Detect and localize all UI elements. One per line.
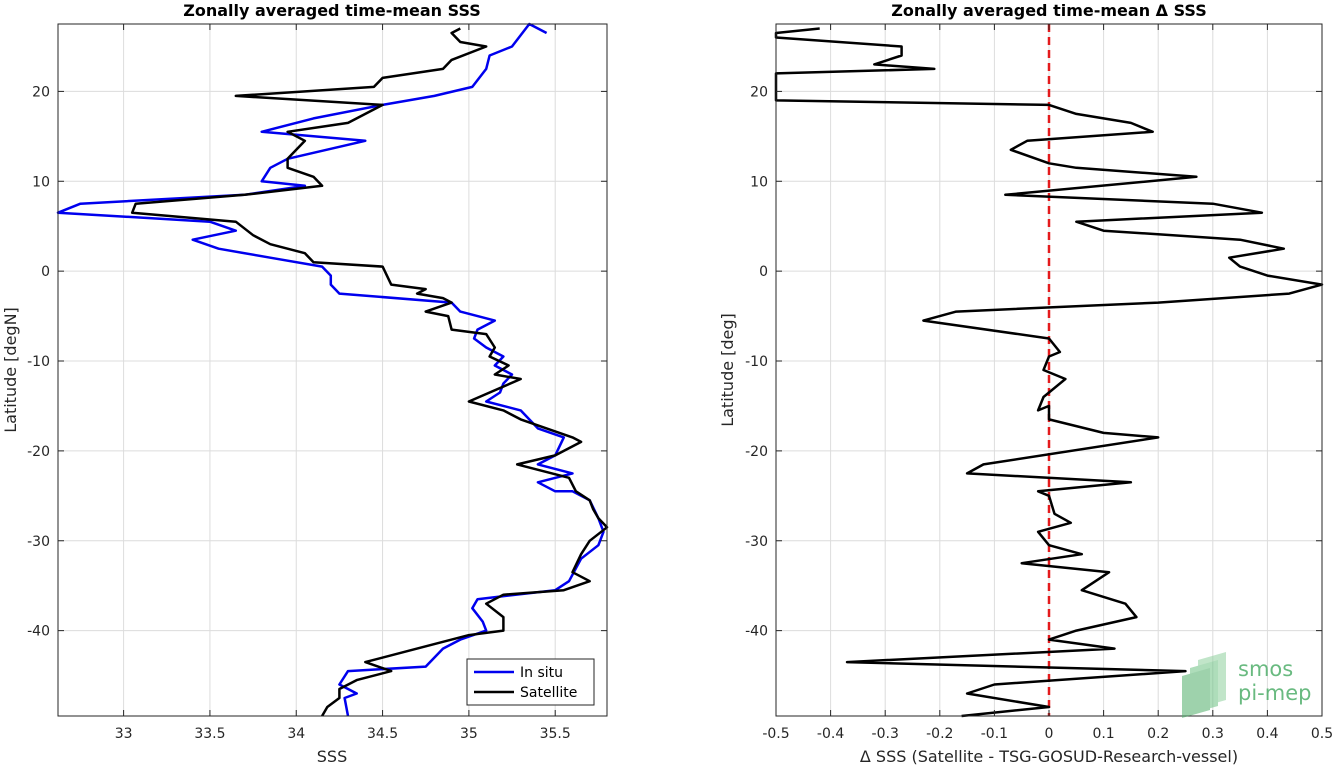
right-panel: -0.5 -0.4 -0.3 -0.2 -0.1 0 0.1 0.2 0.3 0.4 0.5 -40 -…: [718, 1, 1333, 765]
right-ticks: -0.5 -0.4 -0.3 -0.2 -0.1 0 0.1 0.2 0.3 0.4 0.5 -40 -…: [745, 24, 1333, 742]
left-chart-title: Zonally averaged time-mean SSS: [183, 1, 481, 20]
series-line-satellite: [130, 27, 609, 717]
y-tick-label: 10: [750, 174, 768, 190]
x-tick-label: 33: [115, 726, 133, 742]
y-tick-label: -40: [745, 624, 768, 640]
smos-pi-mep-logo: smos pi-mep: [1182, 652, 1311, 718]
y-tick-label: -40: [27, 624, 50, 640]
legend: In situ Satellite: [466, 658, 595, 706]
right-x-axis-label: Δ SSS (Satellite - TSG-GOSUD-Research-ve…: [860, 747, 1238, 765]
x-tick-label: 34.5: [367, 726, 398, 742]
left-y-axis-label: Latitude [degN]: [1, 307, 20, 433]
x-tick-label: 0.5: [1311, 726, 1333, 742]
y-tick-label: 10: [32, 174, 50, 190]
legend-label-satellite: Satellite: [520, 685, 577, 701]
right-series-group: [774, 27, 1324, 718]
x-tick-label: 35.5: [540, 726, 571, 742]
left-series-group: [56, 22, 609, 717]
y-tick-label: -10: [27, 354, 50, 370]
y-tick-label: 0: [41, 264, 50, 280]
left-axes-frame: [57, 23, 608, 717]
y-tick-label: 20: [32, 84, 50, 100]
right-chart-title: Zonally averaged time-mean Δ SSS: [891, 1, 1207, 20]
y-tick-label: -20: [745, 444, 768, 460]
left-x-axis-label: SSS: [317, 747, 347, 765]
y-tick-label: -10: [745, 354, 768, 370]
x-tick-label: 0.2: [1147, 726, 1169, 742]
x-tick-label: 0.4: [1256, 726, 1278, 742]
x-tick-label: 0.3: [1202, 726, 1224, 742]
legend-box: [466, 658, 595, 706]
x-tick-label: 34: [287, 726, 305, 742]
right-y-axis-label: Latitude [deg]: [718, 313, 737, 427]
x-tick-label: 0.1: [1092, 726, 1114, 742]
left-gridlines: [58, 24, 607, 716]
x-tick-label: -0.4: [817, 726, 844, 742]
y-tick-label: -20: [27, 444, 50, 460]
left-ticks: 33 33.5 34 34.5 35 35.5 -40 -30 -20 -10 0 10 20: [27, 24, 607, 742]
logo-text-pi-mep: pi-mep: [1238, 681, 1311, 705]
x-tick-label: 35: [460, 726, 478, 742]
series-line-delta-sss: [774, 27, 1324, 718]
x-tick-label: 33.5: [194, 726, 225, 742]
legend-label-in-situ: In situ: [520, 665, 563, 681]
x-tick-label: -0.3: [872, 726, 899, 742]
y-tick-label: 20: [750, 84, 768, 100]
series-line-in-situ: [56, 22, 605, 717]
left-panel: 33 33.5 34 34.5 35 35.5 -40 -30 -20 -10 0 10 20 Zona…: [1, 1, 609, 765]
x-tick-label: 0: [1045, 726, 1054, 742]
x-tick-label: -0.5: [762, 726, 789, 742]
logo-layers-icon: [1182, 652, 1226, 718]
y-tick-label: 0: [759, 264, 768, 280]
y-tick-label: -30: [745, 534, 768, 550]
x-tick-label: -0.1: [981, 726, 1008, 742]
logo-text-smos: smos: [1238, 657, 1293, 681]
y-tick-label: -30: [27, 534, 50, 550]
x-tick-label: -0.2: [926, 726, 953, 742]
